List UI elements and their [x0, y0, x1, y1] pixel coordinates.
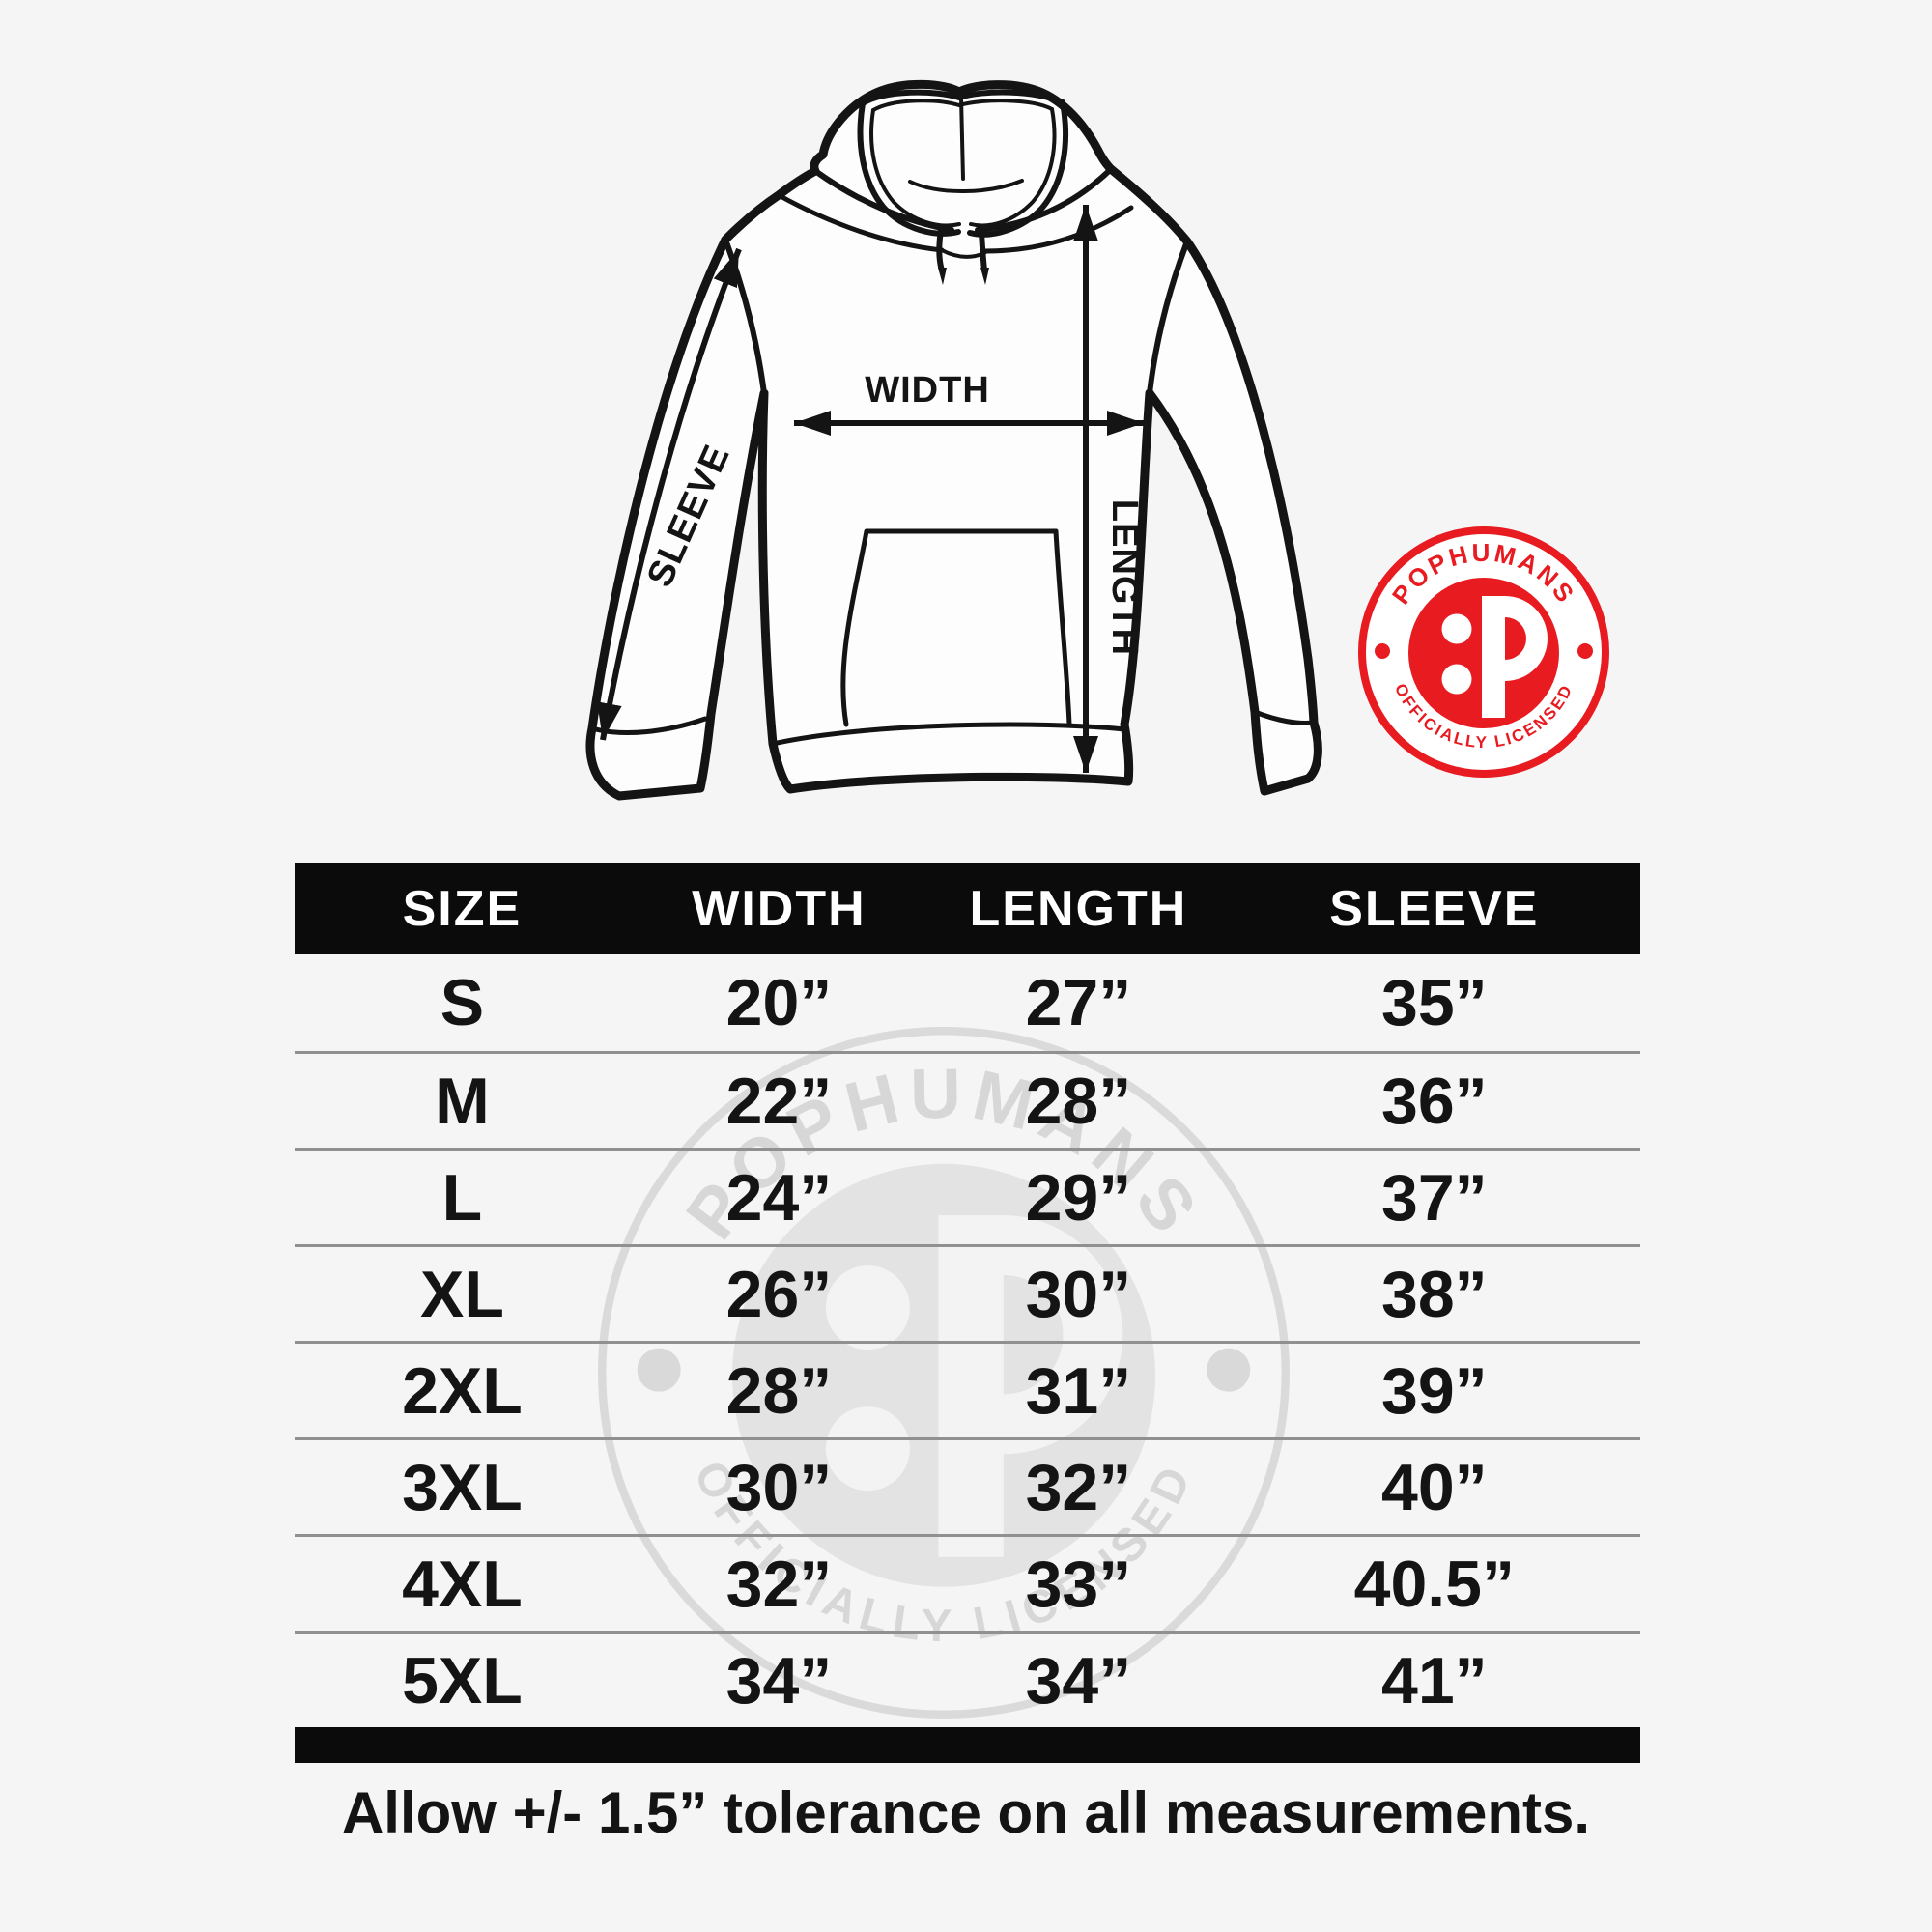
table-header-row: SIZE WIDTH LENGTH SLEEVE	[295, 863, 1640, 954]
watermark-side-dot	[1207, 1348, 1251, 1392]
cell-length: 31”	[1025, 1353, 1132, 1428]
hoodie-measurement-diagram: WIDTH LENGTH SLEEVE	[585, 79, 1322, 801]
right-cuff-seam	[1252, 709, 1316, 725]
cell-sleeve: 40”	[1381, 1450, 1488, 1524]
cell-sleeve: 37”	[1381, 1160, 1488, 1235]
header-sleeve: SLEEVE	[1329, 880, 1540, 937]
hood-folds	[776, 166, 1134, 259]
watermark-colon-dot	[825, 1265, 910, 1350]
table-row: L 24” 29” 37”	[295, 1148, 1640, 1244]
size-chart-table: SIZE WIDTH LENGTH SLEEVE S 20” 27” 35” M…	[295, 863, 1640, 1763]
drawstrings	[936, 227, 989, 285]
watermark-side-dot	[637, 1348, 681, 1392]
watermark-monogram-p	[938, 1215, 1123, 1557]
header-size: SIZE	[402, 880, 523, 937]
kangaroo-pocket	[840, 528, 1072, 727]
width-label: WIDTH	[865, 370, 990, 411]
cell-length: 32”	[1025, 1450, 1132, 1524]
badge-monogram-p	[1482, 596, 1548, 718]
cell-width: 26”	[725, 1257, 833, 1331]
cell-sleeve: 39”	[1381, 1353, 1488, 1428]
cell-width: 30”	[725, 1450, 833, 1524]
header-width: WIDTH	[692, 880, 867, 937]
cell-length: 34”	[1025, 1643, 1132, 1718]
cell-width: 20”	[725, 966, 833, 1039]
cell-sleeve: 38”	[1381, 1257, 1488, 1331]
cell-length: 28”	[1025, 1064, 1132, 1138]
cell-sleeve: 41”	[1381, 1643, 1488, 1718]
pophumans-licensed-badge: POPHUMANS OFFICIALLY LICENSED	[1358, 526, 1609, 778]
badge-colon-dot	[1441, 613, 1472, 644]
badge-side-dot	[1577, 643, 1593, 659]
cell-size: XL	[419, 1257, 504, 1331]
cell-size: 3XL	[402, 1450, 523, 1524]
cell-length: 27”	[1025, 966, 1132, 1039]
sleeve-arrow	[597, 247, 742, 741]
cell-size: 4XL	[402, 1547, 523, 1621]
table-row: M 22” 28” 36”	[295, 1051, 1640, 1148]
cell-length: 30”	[1025, 1257, 1132, 1331]
table-row: XL 26” 30” 38”	[295, 1244, 1640, 1341]
cell-sleeve: 35”	[1381, 966, 1488, 1039]
table-row: 3XL 30” 32” 40”	[295, 1437, 1640, 1534]
badge-colon-dot	[1441, 664, 1472, 695]
cell-size: 5XL	[402, 1643, 523, 1718]
right-sleeve-seam	[1147, 239, 1190, 396]
cell-length: 29”	[1025, 1160, 1132, 1235]
table-row: 4XL 32” 33” 40.5”	[295, 1534, 1640, 1631]
cell-size: L	[441, 1160, 483, 1235]
header-length: LENGTH	[969, 880, 1188, 937]
cell-size: M	[435, 1064, 490, 1138]
table-row: 2XL 28” 31” 39”	[295, 1341, 1640, 1437]
cell-width: 24”	[725, 1160, 833, 1235]
cell-size: 2XL	[402, 1353, 523, 1428]
length-label: LENGTH	[1104, 499, 1145, 656]
table-row: 5XL 34” 34” 41”	[295, 1631, 1640, 1727]
cell-length: 33”	[1025, 1547, 1132, 1621]
tolerance-note: Allow +/- 1.5” tolerance on all measurem…	[341, 1780, 1591, 1845]
back-neck-line	[908, 179, 1024, 193]
cell-width: 32”	[725, 1547, 833, 1621]
table-row: S 20” 27” 35”	[295, 954, 1640, 1051]
cell-width: 22”	[725, 1064, 833, 1138]
pophumans-watermark-logo: POPHUMANS OFFICIALLY LICENSED	[598, 1027, 1290, 1719]
hood-center-seam	[959, 96, 965, 181]
cell-sleeve: 36”	[1381, 1064, 1488, 1138]
cell-width: 28”	[725, 1353, 833, 1428]
table-bottom-bar	[295, 1727, 1640, 1763]
watermark-ring	[598, 1027, 1290, 1719]
badge-side-dot	[1375, 643, 1390, 659]
watermark-colon-dot	[825, 1406, 910, 1492]
cell-width: 34”	[725, 1643, 833, 1718]
cell-size: S	[440, 966, 485, 1039]
cell-sleeve: 40.5”	[1353, 1547, 1515, 1621]
